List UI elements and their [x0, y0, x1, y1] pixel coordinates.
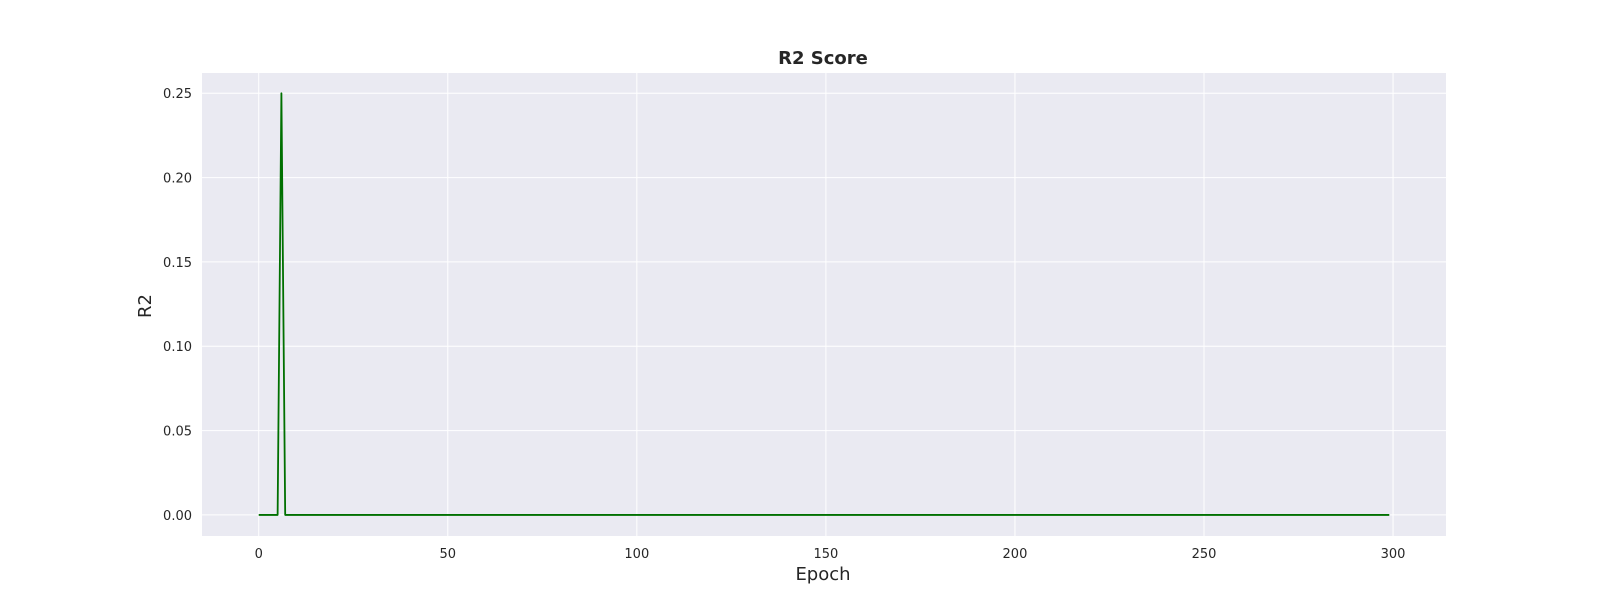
x-tick-label: 300: [1381, 547, 1406, 562]
x-tick-label: 0: [255, 547, 263, 562]
x-tick-label: 150: [813, 547, 838, 562]
series-layer: [258, 92, 1390, 516]
y-tick-label: 0.05: [163, 425, 192, 440]
y-axis-label: R2: [135, 294, 156, 318]
y-axis-ticks: 0.00 0.05 0.10 0.15 0.20 0.25: [163, 87, 192, 524]
y-tick-label: 0.15: [163, 256, 192, 271]
y-tick-label: 0.20: [163, 172, 192, 187]
y-tick-label: 0.10: [163, 340, 192, 355]
plot-area: [202, 73, 1446, 536]
y-tick-label: 0.00: [163, 509, 192, 524]
r2-series-line: [258, 92, 1390, 516]
x-tick-label: 200: [1003, 547, 1028, 562]
y-tick-label: 0.25: [163, 87, 192, 102]
x-tick-label: 250: [1192, 547, 1217, 562]
chart-title: R2 Score: [778, 48, 868, 69]
x-axis-label: Epoch: [795, 564, 850, 585]
grid-lines: [202, 73, 1446, 536]
x-tick-label: 50: [440, 547, 457, 562]
x-axis-ticks: 0 50 100 150 200 250 300: [255, 547, 1406, 562]
x-tick-label: 100: [624, 547, 649, 562]
